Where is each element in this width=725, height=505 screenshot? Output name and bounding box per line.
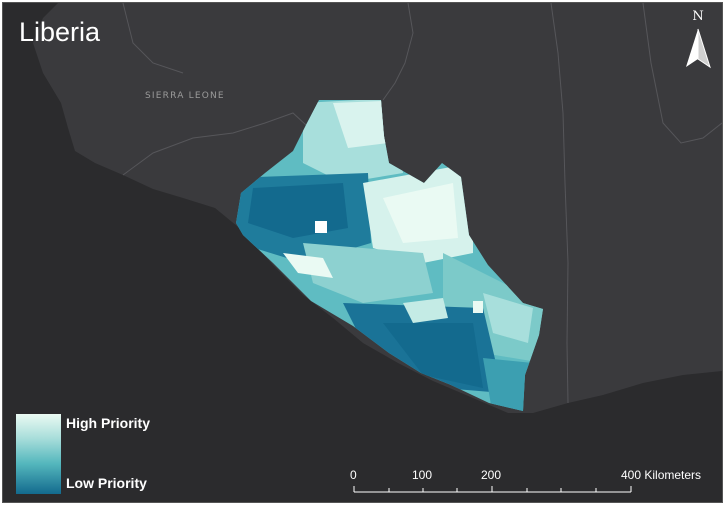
legend-low-label: Low Priority xyxy=(66,475,147,491)
north-letter: N xyxy=(692,9,704,24)
map-canvas[interactable] xyxy=(3,3,722,502)
north-arrow-icon xyxy=(686,28,711,69)
scale-label-0: 0 xyxy=(350,468,357,482)
legend-high-label: High Priority xyxy=(66,415,151,431)
scale-label-400: 400 Kilometers xyxy=(621,468,702,482)
scale-bar xyxy=(353,486,632,493)
country-borders xyxy=(122,3,722,404)
legend-color-ramp xyxy=(16,414,61,494)
sierra-leone-label: SIERRA LEONE xyxy=(145,91,225,101)
scale-label-100: 100 xyxy=(412,468,433,482)
north-arrow: N xyxy=(681,9,715,71)
scale-label-200: 200 xyxy=(481,468,502,482)
map-title: Liberia xyxy=(19,17,101,47)
